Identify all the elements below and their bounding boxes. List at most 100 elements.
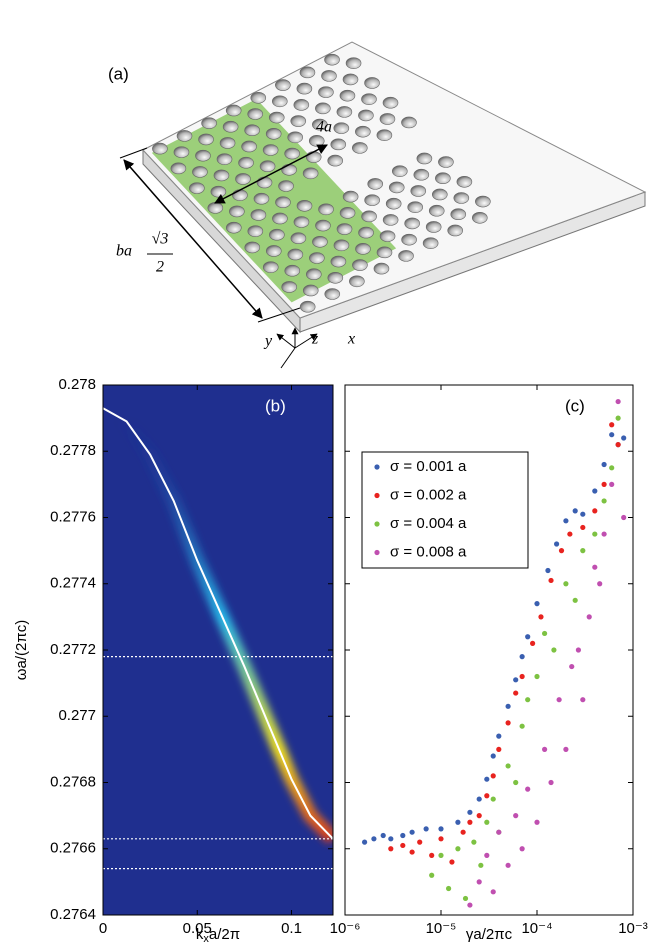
hole: [306, 269, 321, 280]
y-tick-label: 0.277: [58, 707, 96, 724]
hole: [174, 147, 189, 158]
hole: [152, 143, 167, 154]
figure: (a)4aba√32yzx 00.050.10.27640.27660.2768…: [0, 0, 661, 943]
hole: [328, 155, 343, 166]
hole: [325, 289, 340, 300]
axis-name: z: [311, 331, 319, 348]
hole: [279, 181, 294, 192]
hole: [291, 116, 306, 127]
hole: [226, 222, 241, 233]
hole: [285, 265, 300, 276]
x-tick-label: 0.1: [281, 920, 302, 937]
hole: [297, 83, 312, 94]
hole: [408, 202, 423, 213]
hole: [423, 238, 438, 249]
point: [557, 697, 562, 702]
point: [542, 747, 547, 752]
axis-line: [281, 348, 295, 368]
hole: [337, 106, 352, 117]
point: [567, 531, 572, 536]
hole: [401, 117, 416, 128]
point: [559, 548, 564, 553]
point: [467, 902, 472, 907]
point: [520, 654, 525, 659]
legend-label: σ = 0.008 a: [390, 543, 467, 560]
point: [484, 820, 489, 825]
point: [484, 793, 489, 798]
point: [551, 647, 556, 652]
hole: [242, 141, 257, 152]
hole: [361, 94, 376, 105]
hole: [318, 87, 333, 98]
hole: [340, 90, 355, 101]
hole: [405, 218, 420, 229]
point: [602, 498, 607, 503]
point: [491, 889, 496, 894]
hole: [432, 189, 447, 200]
point: [506, 863, 511, 868]
point: [587, 614, 592, 619]
point: [496, 747, 501, 752]
point: [449, 859, 454, 864]
y-tick-label: 0.278: [58, 376, 96, 393]
point: [580, 697, 585, 702]
hole: [402, 234, 417, 245]
hole: [275, 197, 290, 208]
hole: [275, 80, 290, 91]
hole: [214, 170, 229, 181]
hole: [340, 207, 355, 218]
hole: [448, 225, 463, 236]
hole: [429, 205, 444, 216]
hole: [254, 193, 269, 204]
point: [548, 578, 553, 583]
hole: [282, 281, 297, 292]
y-tick-label: 0.2772: [50, 641, 96, 658]
hole: [177, 130, 192, 141]
point: [525, 697, 530, 702]
hole: [303, 285, 318, 296]
point: [602, 462, 607, 467]
hole: [208, 202, 223, 213]
legend-marker: [374, 550, 379, 555]
point: [563, 747, 568, 752]
hole: [352, 142, 367, 153]
hole: [266, 128, 281, 139]
hole: [319, 204, 334, 215]
point: [530, 641, 535, 646]
hole: [251, 92, 266, 103]
point: [592, 508, 597, 513]
hole: [315, 103, 330, 114]
hole: [380, 231, 395, 242]
hole: [229, 206, 244, 217]
hole: [355, 126, 370, 137]
hole: [374, 263, 389, 274]
point: [525, 634, 530, 639]
point: [467, 820, 472, 825]
point: [388, 846, 393, 851]
length-label: ba: [116, 243, 132, 260]
point: [491, 796, 496, 801]
point: [455, 846, 460, 851]
hole: [309, 253, 324, 264]
hole: [414, 169, 429, 180]
point: [491, 753, 496, 758]
hole: [248, 109, 263, 120]
y-tick-label: 0.2768: [50, 773, 96, 790]
panel-label: (c): [565, 396, 585, 415]
axis-name: y: [263, 333, 273, 350]
hole: [365, 195, 380, 206]
hole: [417, 153, 432, 164]
hole: [334, 240, 349, 251]
point: [580, 512, 585, 517]
hole: [291, 233, 306, 244]
hole: [303, 168, 318, 179]
point: [438, 853, 443, 858]
hole: [331, 256, 346, 267]
hole: [328, 272, 343, 283]
hole: [334, 123, 349, 134]
x-axis-label: γa/2πc: [466, 926, 513, 943]
hole: [239, 157, 254, 168]
point: [471, 840, 476, 845]
hole: [266, 245, 281, 256]
hole: [475, 196, 490, 207]
